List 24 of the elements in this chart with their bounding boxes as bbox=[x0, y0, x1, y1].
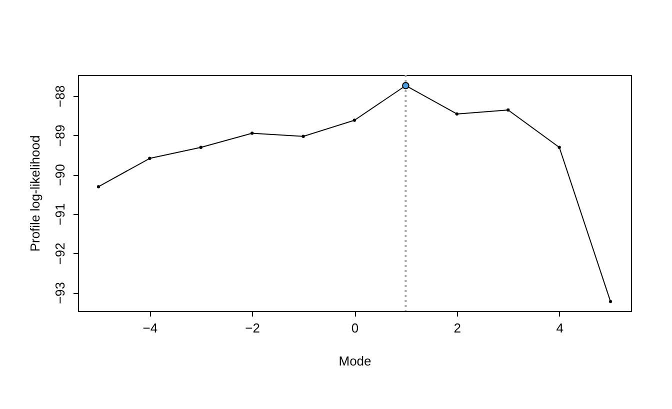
y-tick-label: −93 bbox=[52, 282, 68, 304]
point bbox=[558, 146, 561, 149]
point bbox=[148, 156, 152, 160]
point bbox=[352, 118, 356, 122]
y-tick-label: −92 bbox=[52, 242, 68, 265]
point bbox=[96, 185, 100, 188]
y-axis-title: Profile log-likelihood bbox=[28, 135, 42, 252]
point bbox=[250, 132, 254, 135]
x-tick-label: −2 bbox=[245, 320, 260, 336]
y-tick-label: −89 bbox=[52, 124, 68, 147]
x-tick-label: 0 bbox=[351, 320, 359, 336]
x-axis-title: Mode bbox=[338, 354, 372, 368]
point bbox=[199, 146, 202, 149]
point bbox=[608, 300, 612, 304]
point bbox=[506, 108, 510, 112]
point bbox=[402, 82, 410, 90]
point bbox=[302, 134, 305, 138]
y-tick-label: −90 bbox=[52, 164, 68, 186]
x-tick-label: 4 bbox=[556, 320, 564, 336]
x-tick-label: 2 bbox=[454, 320, 462, 336]
y-tick-label: −91 bbox=[52, 203, 68, 226]
x-tick-label: −4 bbox=[142, 320, 158, 336]
point bbox=[455, 112, 458, 116]
y-tick-label: −88 bbox=[52, 85, 68, 108]
